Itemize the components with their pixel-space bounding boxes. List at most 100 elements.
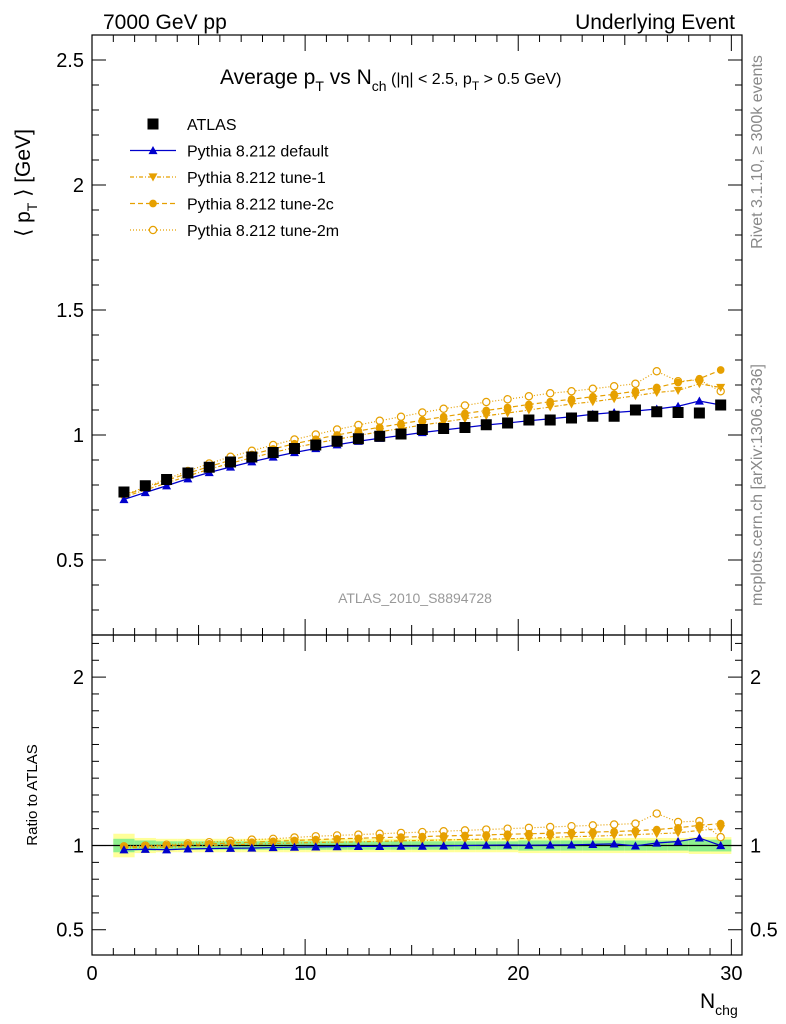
ratio-tune2m-point [588, 821, 598, 830]
main-data-series [118, 399, 727, 498]
ratio-ytick-label: 0.5 [56, 920, 84, 942]
main-tune2m-point [524, 392, 534, 401]
main-tune2m-point [567, 387, 576, 396]
main-tune1-point [503, 409, 513, 418]
ratio-default-point [375, 841, 385, 850]
legend-label: Pythia 8.212 tune-1 [187, 170, 326, 187]
legend-marker [148, 173, 158, 182]
ratio-tune1-point [694, 826, 704, 835]
xtick-label: 0 [86, 963, 97, 985]
main-default-point [162, 481, 172, 490]
ratio-panel [92, 809, 742, 858]
main-tune1-point [716, 383, 726, 392]
main-data-point [395, 428, 407, 440]
xtick-label: 20 [507, 963, 529, 985]
main-data-point [331, 435, 343, 447]
ratio-tune2m-point [716, 832, 725, 842]
main-ytick-label: 2.5 [56, 50, 84, 72]
main-data-point [566, 412, 578, 424]
main-data-point [310, 439, 322, 451]
ratio-tune1-point [588, 832, 598, 841]
main-data-point [544, 414, 556, 426]
main-data-point [416, 424, 428, 435]
xtick-label: 30 [720, 963, 742, 985]
ratio-tune2m-line [123, 812, 722, 847]
ratio-default-point [609, 839, 619, 848]
legend-entry: Pythia 8.212 default [130, 144, 329, 161]
main-default-point [119, 495, 129, 504]
ratio-default-point [567, 840, 577, 849]
ratio-ytick-label-right: 0.5 [750, 920, 778, 942]
main-data-point [502, 417, 514, 429]
legend-label: Pythia 8.212 default [187, 144, 329, 161]
main-tune1-point [545, 403, 555, 412]
ratio-ytick-label: 1 [73, 836, 84, 858]
main-tune1-point [481, 412, 491, 421]
ratio-default-point [417, 841, 427, 850]
plot-title: Average pT vs Nch (|η| < 2.5, pT > 0.5 G… [220, 66, 561, 94]
main-data-point [288, 443, 300, 454]
ratio-default-point [588, 839, 598, 848]
ratio-default-point [630, 841, 640, 850]
main-tune1-point [652, 388, 662, 397]
main-tune1-point [524, 406, 534, 415]
ratio-tune1-point [375, 837, 385, 846]
ratio-tune1-point [609, 831, 619, 840]
main-tune2c-point [716, 366, 725, 374]
ratio-frame [91, 634, 743, 956]
rivet-label: Rivet 3.1.10, ≥ 300k events [749, 55, 766, 249]
main-tune2m-point [375, 416, 384, 425]
axes: 0.511.522.50.5 0.51 12 20 10 20 30 [56, 35, 778, 985]
main-tune1-series [119, 380, 726, 502]
main-data-point [459, 422, 471, 433]
ratio-tune1-point [673, 829, 683, 838]
legend-label: Pythia 8.212 tune-2m [187, 223, 339, 240]
main-tune1-point [694, 380, 704, 389]
main-data-point [267, 447, 279, 458]
legend-label: ATLAS [187, 117, 237, 134]
main-tune2m-point [609, 382, 619, 391]
main-default-point [694, 396, 704, 405]
ratio-default-point [353, 841, 363, 850]
legend-entry: Pythia 8.212 tune-1 [130, 170, 326, 187]
ratio-default-series [119, 833, 726, 854]
ratio-tune2m-point [631, 819, 640, 828]
ratio-tune2m-point [567, 821, 576, 831]
ratio-default-point [652, 838, 662, 847]
ratio-default-point [460, 841, 470, 850]
ratio-default-point [716, 841, 726, 850]
xtick-label: 10 [294, 963, 316, 985]
ratio-ytick-label-right: 1 [750, 836, 761, 858]
ratio-default-point [439, 841, 449, 850]
main-tune2c-point [674, 378, 682, 387]
ratio-ytick-label-right: 2 [750, 667, 761, 689]
x-axis-label: Nchg [700, 990, 738, 1018]
main-data-point [374, 430, 386, 442]
ratio-tune1-point [439, 836, 449, 845]
main-tune2m-point [482, 397, 491, 407]
legend-marker [148, 225, 158, 235]
main-tune1-line [123, 383, 721, 498]
ratio-ytick-label: 2 [73, 667, 84, 689]
ratio-tune1-point [652, 830, 662, 839]
ratio-default-point [140, 844, 150, 853]
main-data-point [225, 456, 237, 468]
main-data-point [608, 410, 620, 422]
main-tune1-point [673, 386, 683, 395]
main-tune1-point [567, 400, 577, 409]
ratio-default-point [332, 842, 342, 851]
main-data-point [182, 467, 194, 479]
main-ytick-label: 1 [73, 425, 84, 447]
ratio-tune1-point [481, 835, 491, 844]
title-text: Average pT vs Nch (|η| < 2.5, pT > 0.5 G… [220, 66, 561, 94]
svg-text:Nchg: Nchg [700, 990, 738, 1018]
main-ytick-label: 2 [73, 175, 84, 197]
legend-entry: Pythia 8.212 tune-2c [130, 197, 334, 214]
main-tune1-point [439, 418, 449, 427]
main-data-point [161, 474, 173, 485]
ratio-tune1-point [417, 836, 427, 845]
main-tune2m-point [460, 401, 470, 410]
main-tune2m-point [439, 404, 448, 413]
main-data-point [715, 399, 727, 411]
